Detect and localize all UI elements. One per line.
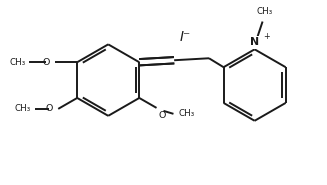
Text: CH₃: CH₃ <box>9 58 26 67</box>
Text: CH₃: CH₃ <box>14 104 30 113</box>
Text: O: O <box>46 104 53 113</box>
Text: CH₃: CH₃ <box>179 109 195 118</box>
Text: CH₃: CH₃ <box>256 7 273 16</box>
Text: N: N <box>250 37 259 47</box>
Text: I⁻: I⁻ <box>179 30 191 44</box>
Text: O: O <box>159 111 166 120</box>
Text: O: O <box>43 58 50 67</box>
Text: +: + <box>264 32 270 41</box>
